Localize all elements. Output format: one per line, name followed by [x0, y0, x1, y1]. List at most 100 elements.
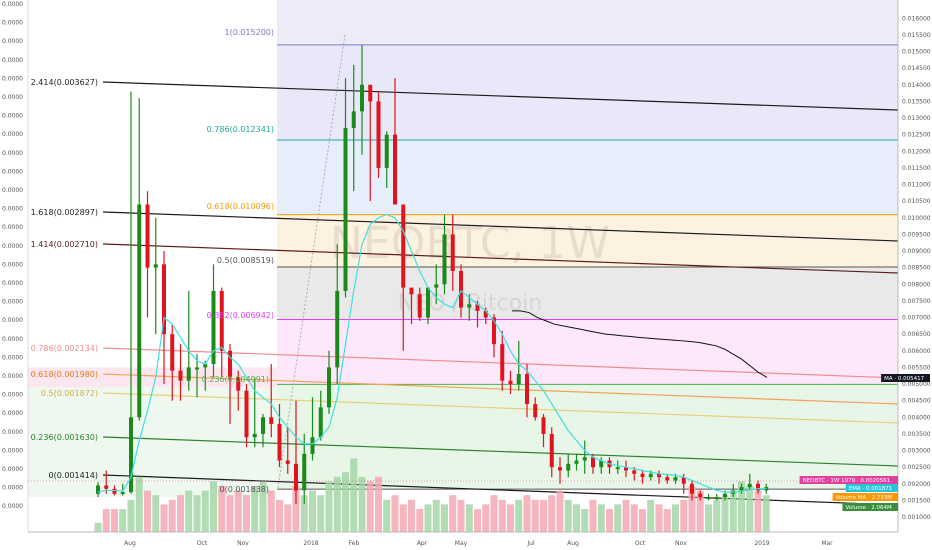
candle-body — [129, 417, 133, 493]
volume-bar — [333, 476, 341, 532]
volume-bar — [408, 499, 415, 532]
x-tick-label: Apr — [417, 540, 428, 547]
fib-level-label: 0(0.001838) — [219, 485, 269, 494]
price-tag — [799, 476, 898, 484]
candle-body — [153, 264, 158, 268]
left-axis-tick: 0.0000 — [2, 20, 23, 27]
volume-bar — [680, 499, 688, 532]
x-tick-label: Feb — [349, 540, 360, 547]
volume-bar — [663, 509, 671, 532]
fib-extension-line — [102, 243, 899, 274]
x-tick-label: Nov — [237, 540, 249, 547]
volume-bar — [251, 486, 259, 532]
volume-bar — [441, 504, 448, 532]
volume-bar — [589, 499, 597, 532]
volume-bar — [548, 495, 556, 532]
candle-body — [756, 483, 760, 491]
volume-bar — [424, 504, 432, 532]
y-tick-label: 0.014500 — [902, 65, 931, 72]
y-tick-label: 0.014000 — [902, 82, 931, 89]
candle-body — [318, 407, 323, 438]
candle-body — [376, 101, 381, 168]
volume-bar — [243, 495, 250, 532]
x-tick-label: Oct — [635, 540, 646, 547]
candle-body — [302, 453, 307, 491]
volume-bar — [416, 509, 424, 532]
candle-body — [162, 264, 166, 335]
candle-body — [252, 433, 257, 438]
fib-zone-left — [28, 367, 277, 388]
fib-level-label: 0.236(0.004991) — [202, 375, 269, 384]
price-tag — [832, 493, 898, 501]
x-tick-label: 2018 — [303, 540, 318, 547]
candle-body — [137, 204, 142, 418]
candle-body — [269, 417, 274, 424]
volume-bar — [474, 509, 481, 532]
fib-extension-label: 0.786(0.002134) — [31, 344, 98, 353]
volume-bar — [556, 490, 564, 532]
volume-bar — [531, 499, 539, 532]
volume-bar — [325, 481, 333, 532]
volume-bar — [366, 481, 374, 532]
left-axis-tick: 0.0000 — [2, 224, 23, 231]
x-tick-label: Nov — [675, 540, 687, 547]
volume-bar — [350, 458, 358, 532]
volume-bar — [210, 481, 217, 532]
volume-bar — [482, 504, 490, 532]
candle-body — [558, 467, 562, 471]
candle-body — [516, 374, 521, 385]
candle-body — [211, 290, 216, 365]
volume-bar — [606, 509, 613, 532]
volume-bar — [721, 495, 729, 532]
candle-body — [723, 493, 727, 498]
volume-bar — [284, 504, 292, 532]
volume-bar — [507, 504, 514, 532]
volume-bar — [160, 504, 168, 532]
volume-bar — [94, 522, 102, 532]
y-tick-label: 0.007000 — [902, 315, 931, 322]
price-tag — [881, 374, 930, 382]
fib-extension-line — [102, 392, 899, 424]
fib-extension-label: 1.618(0.002897) — [31, 208, 98, 217]
candle-body — [195, 367, 199, 370]
x-tick-label: Jul — [526, 540, 535, 547]
fib-extension-line — [102, 211, 899, 242]
candle-body — [467, 304, 472, 308]
y-tick-label: 0.001500 — [902, 497, 931, 504]
fib-extension-line — [102, 81, 899, 111]
left-axis-tick: 0.0000 — [2, 485, 23, 492]
price-tag-label: NEOBTC · 1W 1979 · 0.0020561 — [803, 478, 890, 484]
volume-bar — [630, 504, 638, 532]
left-axis-tick: 0.0000 — [2, 206, 23, 213]
volume-bar — [540, 499, 547, 532]
candle-body — [500, 344, 505, 381]
candle-body — [393, 134, 397, 205]
candle-body — [327, 367, 331, 408]
candle-body — [665, 477, 670, 481]
candle-body — [335, 290, 340, 368]
y-tick-label: 0.001000 — [902, 514, 931, 521]
candle-body — [228, 350, 232, 378]
y-tick-label: 0.012000 — [902, 148, 931, 155]
fib-extension-label: 0.618(0.001980) — [31, 370, 98, 379]
volume-bar — [234, 490, 242, 532]
candle-body — [483, 310, 488, 318]
volume-bar — [193, 495, 201, 532]
volume-bar — [713, 499, 721, 532]
candle-body — [384, 134, 389, 168]
y-tick-label: 0.007500 — [902, 298, 931, 305]
volume-bar — [391, 495, 399, 532]
price-tag-label: EMA · 0.001871 — [849, 486, 892, 492]
candle-body — [368, 84, 373, 102]
left-axis-tick: 0.0000 — [2, 410, 23, 417]
fib-level-label: 0.5(0.008519) — [217, 256, 274, 265]
candle-body — [417, 294, 422, 318]
candle-body — [574, 460, 579, 464]
candle-body — [310, 437, 315, 454]
candle-body — [261, 417, 265, 434]
left-axis-tick: 0.0000 — [2, 299, 23, 306]
candle-body — [549, 433, 554, 468]
volume-bar — [647, 499, 655, 532]
